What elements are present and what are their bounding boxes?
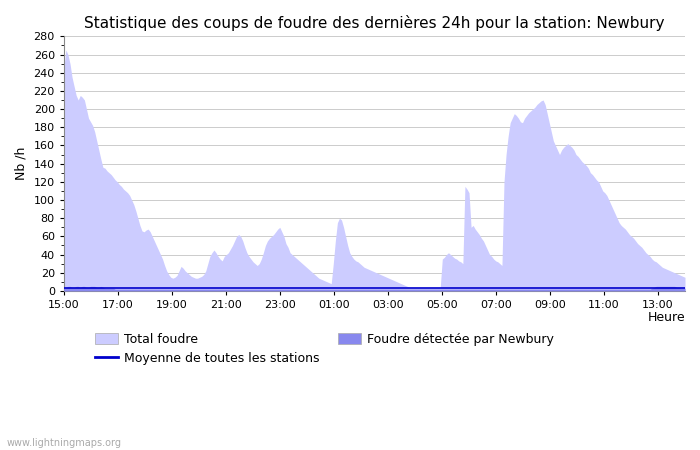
Text: www.lightningmaps.org: www.lightningmaps.org (7, 438, 122, 448)
Legend: Total foudre, Moyenne de toutes les stations, Foudre détectée par Newbury: Total foudre, Moyenne de toutes les stat… (90, 328, 559, 370)
Text: Heure: Heure (648, 311, 685, 324)
Y-axis label: Nb /h: Nb /h (15, 147, 28, 180)
Title: Statistique des coups de foudre des dernières 24h pour la station: Newbury: Statistique des coups de foudre des dern… (84, 15, 665, 31)
